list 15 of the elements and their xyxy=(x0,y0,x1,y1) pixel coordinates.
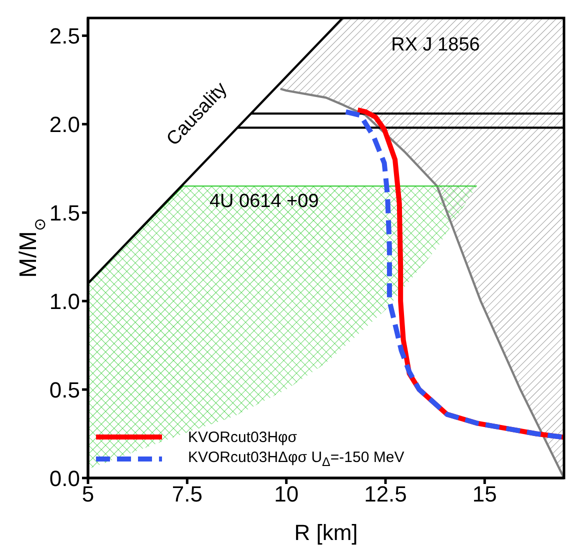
x-tick-label: 15 xyxy=(472,482,497,507)
y-tick-label: 0.5 xyxy=(49,377,80,402)
x-tick-label: 12.5 xyxy=(364,482,407,507)
x-tick-label: 5 xyxy=(82,482,94,507)
legend-label: KVORcut03HΔφσ U$_{Δ}$=-150 MeV xyxy=(188,449,404,469)
y-tick-label: 2.5 xyxy=(49,24,80,48)
y-tick-label: 1.5 xyxy=(49,200,80,226)
y-tick-label: 1.0 xyxy=(49,288,80,314)
x-tick-label: 10 xyxy=(274,482,299,507)
y-tick-label: 0.0 xyxy=(49,466,80,491)
x-tick-label: 7.5 xyxy=(172,482,202,507)
legend-label: KVORcut03Hφσ xyxy=(188,428,298,446)
annotation: RX J 1856 xyxy=(391,34,480,56)
y-tick-label: 2.0 xyxy=(49,112,80,137)
x-axis-title: R [km] xyxy=(294,520,358,545)
